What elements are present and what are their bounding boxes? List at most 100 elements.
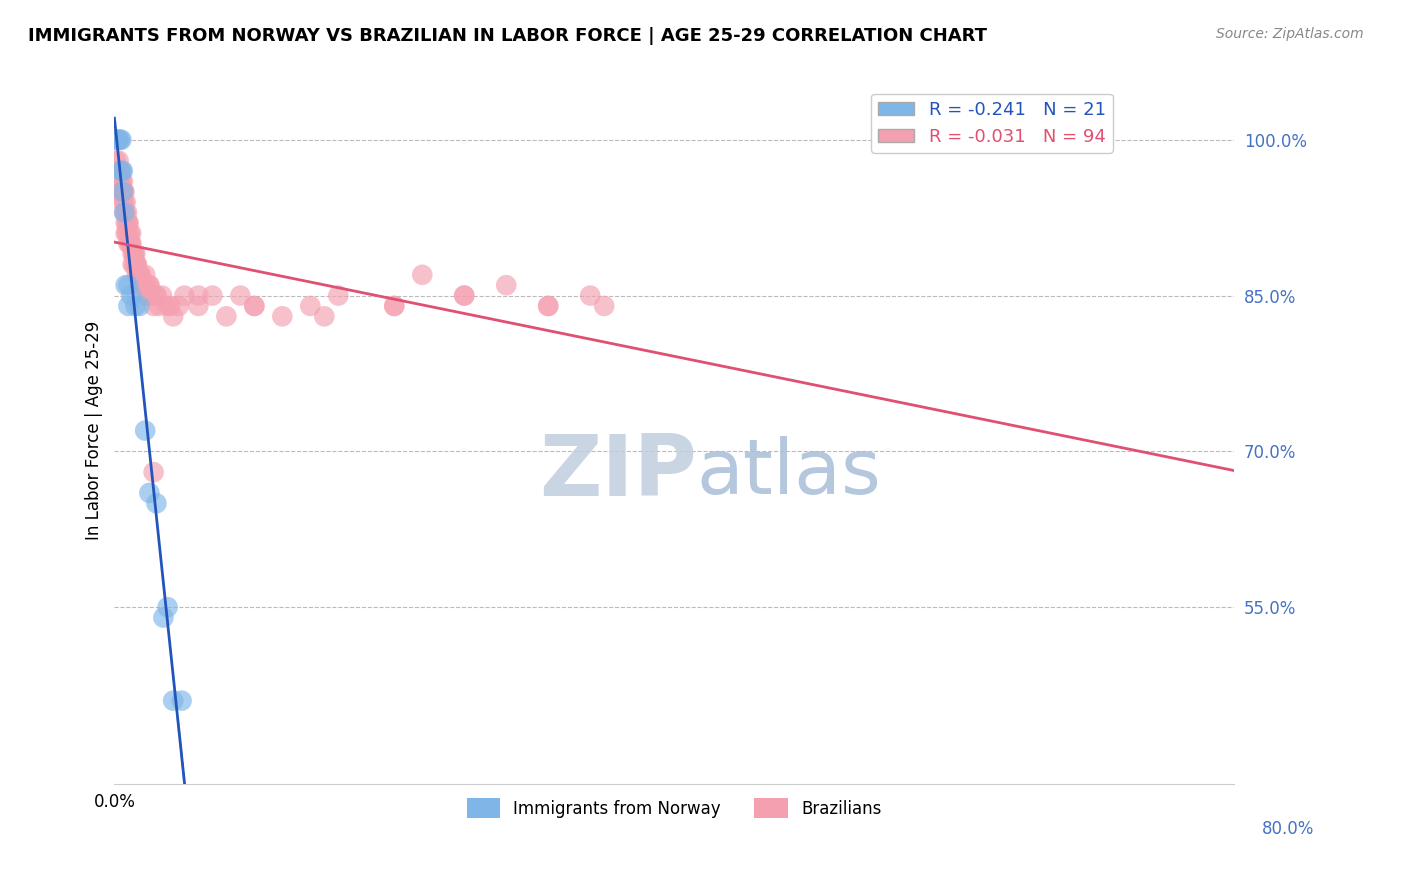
Point [453,288,475,302]
Point [121,257,143,271]
Point [579,288,602,302]
Point [122,247,145,261]
Text: ZIP: ZIP [538,432,696,515]
Point [122,247,145,261]
Y-axis label: In Labor Force | Age 25-29: In Labor Force | Age 25-29 [86,321,103,541]
Point [111,164,134,178]
Text: atlas: atlas [696,436,882,510]
Point [105,164,128,178]
Point [145,496,167,510]
Point [314,310,336,324]
Point [131,278,153,293]
Point [124,299,146,313]
Point [114,195,136,210]
Point [243,299,266,313]
Point [173,288,195,302]
Point [134,424,156,438]
Text: Source: ZipAtlas.com: Source: ZipAtlas.com [1216,27,1364,41]
Point [111,195,134,210]
Point [453,288,475,302]
Point [495,278,517,293]
Point [328,288,350,302]
Point [111,185,134,199]
Point [128,299,150,313]
Point [114,278,136,293]
Point [115,205,138,219]
Point [152,610,174,624]
Point [135,278,157,293]
Point [145,288,167,302]
Point [108,164,131,178]
Point [128,268,150,282]
Point [117,226,139,240]
Point [129,268,152,282]
Point [112,185,135,199]
Point [411,268,433,282]
Point [159,299,181,313]
Point [120,236,142,251]
Point [132,278,155,293]
Point [156,299,179,313]
Point [138,278,160,293]
Point [105,174,128,188]
Point [120,226,142,240]
Point [201,288,224,302]
Point [138,278,160,293]
Point [127,268,149,282]
Point [107,153,129,168]
Point [110,164,132,178]
Point [150,288,173,302]
Point [122,257,145,271]
Point [107,164,129,178]
Point [170,693,193,707]
Point [104,153,127,168]
Point [142,299,165,313]
Point [128,268,150,282]
Point [107,133,129,147]
Point [111,174,134,188]
Point [215,310,238,324]
Point [110,185,132,199]
Point [121,247,143,261]
Point [125,268,148,282]
Point [120,288,142,302]
Point [162,693,184,707]
Point [108,185,131,199]
Point [187,299,209,313]
Point [229,288,252,302]
Point [271,310,294,324]
Point [114,205,136,219]
Point [148,299,170,313]
Point [162,310,184,324]
Point [114,226,136,240]
Point [128,278,150,293]
Point [107,174,129,188]
Point [114,216,136,230]
Point [125,257,148,271]
Point [110,174,132,188]
Point [382,299,405,313]
Point [110,164,132,178]
Point [537,299,560,313]
Point [156,600,179,615]
Point [112,195,135,210]
Point [299,299,322,313]
Point [117,299,139,313]
Point [112,205,135,219]
Point [120,236,142,251]
Text: 80.0%: 80.0% [1263,821,1315,838]
Point [118,236,141,251]
Point [105,133,128,147]
Point [131,278,153,293]
Legend: Immigrants from Norway, Brazilians: Immigrants from Norway, Brazilians [460,791,889,825]
Point [145,288,167,302]
Point [125,257,148,271]
Point [134,288,156,302]
Point [593,299,616,313]
Point [187,288,209,302]
Point [134,268,156,282]
Point [112,205,135,219]
Point [111,185,134,199]
Point [243,299,266,313]
Point [108,133,131,147]
